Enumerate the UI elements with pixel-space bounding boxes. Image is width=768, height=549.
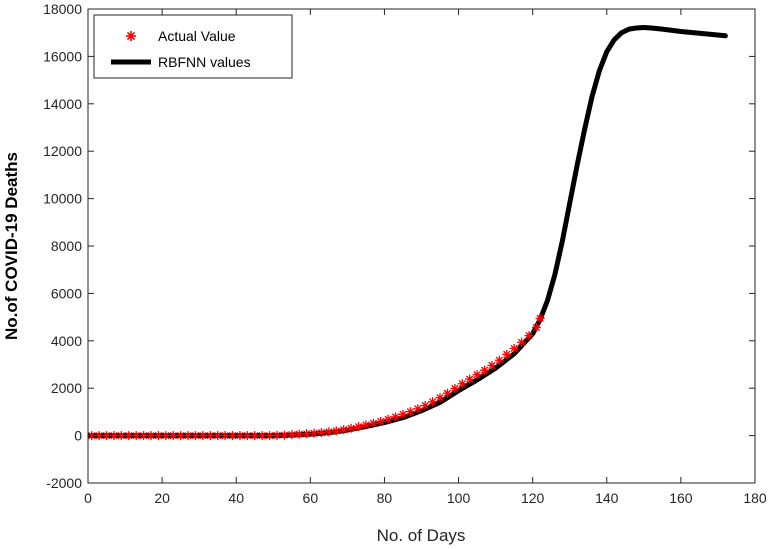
data-point-actual-value bbox=[257, 431, 267, 441]
data-point-actual-value bbox=[509, 343, 519, 353]
data-point-actual-value bbox=[331, 426, 341, 436]
x-tick-label: 60 bbox=[303, 490, 319, 506]
x-tick-label: 0 bbox=[84, 490, 92, 506]
data-point-actual-value bbox=[398, 409, 408, 419]
data-point-actual-value bbox=[176, 431, 186, 441]
data-point-actual-value bbox=[450, 383, 460, 393]
data-point-actual-value bbox=[376, 416, 386, 426]
data-point-actual-value bbox=[361, 420, 371, 430]
data-point-actual-value bbox=[420, 401, 430, 411]
tick-layer: 0 20 40 60 80 100 120 140 160 180-200002000400060… bbox=[43, 1, 767, 506]
data-point-actual-value bbox=[494, 355, 504, 365]
data-point-actual-value bbox=[316, 428, 326, 438]
data-point-actual-value bbox=[272, 430, 282, 440]
y-tick-label: 10000 bbox=[43, 191, 82, 207]
y-tick-label: 8000 bbox=[51, 238, 82, 254]
data-point-actual-value bbox=[502, 349, 512, 359]
data-point-actual-value bbox=[487, 360, 497, 370]
data-point-actual-value bbox=[517, 337, 527, 347]
y-tick-label: -2000 bbox=[46, 475, 82, 491]
x-tick-label: 120 bbox=[521, 490, 545, 506]
data-point-actual-value bbox=[146, 431, 156, 441]
data-point-actual-value bbox=[535, 313, 545, 323]
data-point-actual-value bbox=[139, 431, 149, 441]
legend-box bbox=[93, 14, 293, 79]
data-point-actual-value bbox=[413, 404, 423, 414]
y-tick-label: 2000 bbox=[51, 380, 82, 396]
data-point-actual-value bbox=[457, 379, 467, 389]
x-tick-label: 160 bbox=[669, 490, 693, 506]
data-point-actual-value bbox=[479, 365, 489, 375]
x-tick-label: 180 bbox=[743, 490, 767, 506]
y-tick-label: 14000 bbox=[43, 96, 82, 112]
data-point-actual-value bbox=[339, 425, 349, 435]
data-point-actual-value bbox=[287, 430, 297, 440]
data-point-actual-value bbox=[309, 428, 319, 438]
data-point-actual-value bbox=[346, 423, 356, 433]
data-point-actual-value bbox=[368, 418, 378, 428]
x-tick-label: 100 bbox=[447, 490, 471, 506]
y-tick-label: 0 bbox=[74, 428, 82, 444]
legend-label-actual-value: Actual Value bbox=[158, 28, 236, 44]
y-axis-label: No.of COVID-19 Deaths bbox=[2, 152, 21, 340]
data-point-actual-value bbox=[391, 412, 401, 422]
data-point-actual-value bbox=[131, 431, 141, 441]
legend-asterisk-icon bbox=[126, 31, 136, 41]
data-point-actual-value bbox=[442, 388, 452, 398]
data-point-actual-value bbox=[531, 323, 541, 333]
data-point-actual-value bbox=[465, 374, 475, 384]
data-point-actual-value bbox=[190, 431, 200, 441]
legend-marker-actual-value bbox=[126, 31, 136, 41]
y-tick-label: 4000 bbox=[51, 333, 82, 349]
data-point-actual-value bbox=[472, 370, 482, 380]
data-point-actual-value bbox=[524, 331, 534, 341]
y-tick-label: 18000 bbox=[43, 1, 82, 17]
x-axis-label: No. of Days bbox=[377, 526, 466, 545]
data-point-actual-value bbox=[324, 427, 334, 437]
x-tick-label: 20 bbox=[154, 490, 170, 506]
data-point-actual-value bbox=[383, 414, 393, 424]
series-layer bbox=[88, 25, 728, 441]
data-point-actual-value bbox=[428, 397, 438, 407]
data-point-actual-value bbox=[302, 429, 312, 439]
legend-label-rbfnn-values: RBFNN values bbox=[158, 54, 251, 70]
x-tick-label: 80 bbox=[377, 490, 393, 506]
data-point-actual-value bbox=[405, 407, 415, 417]
data-point-actual-value bbox=[354, 422, 364, 432]
x-tick-label: 140 bbox=[595, 490, 619, 506]
y-tick-label: 12000 bbox=[43, 143, 82, 159]
y-tick-label: 6000 bbox=[51, 285, 82, 301]
x-tick-label: 40 bbox=[228, 490, 244, 506]
data-point-actual-value bbox=[205, 431, 215, 441]
legend: Actual Value RBFNN values bbox=[93, 14, 293, 79]
data-point-actual-value bbox=[435, 393, 445, 403]
y-tick-label: 16000 bbox=[43, 48, 82, 64]
